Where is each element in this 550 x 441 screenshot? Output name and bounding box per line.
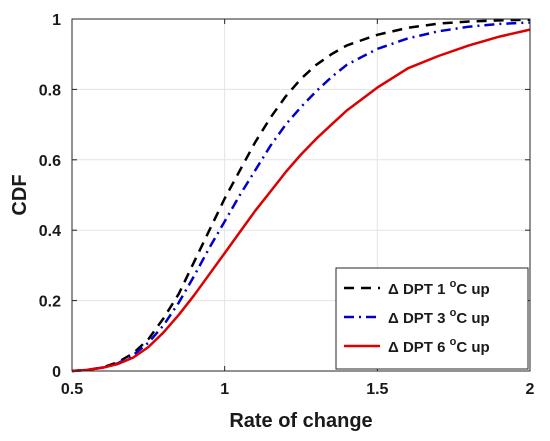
- legend-label-main-1: Δ DPT 1: [388, 281, 450, 298]
- series-line-1: [71, 18, 531, 373]
- y-tick-label-5: 1: [52, 12, 61, 29]
- y-tick-label-0: 0: [52, 364, 61, 381]
- y-tick-label-1: 0.2: [39, 294, 61, 311]
- legend-box: [335, 267, 529, 370]
- series-line-2: [71, 21, 531, 373]
- legend-label-main-3: Δ DPT 6: [388, 339, 450, 356]
- series-line-3: [71, 28, 531, 373]
- y-tick-label-3: 0.6: [39, 153, 61, 170]
- legend-label-2: Δ DPT 3 oC up: [388, 307, 490, 327]
- legend-label-tail-3: C up: [456, 339, 489, 356]
- x-tick-label-2: 1.5: [366, 381, 388, 398]
- legend-label-1: Δ DPT 1 oC up: [388, 278, 490, 298]
- x-tick-label-3: 2: [526, 381, 535, 398]
- legend-label-tail-2: C up: [456, 310, 489, 327]
- legend: Δ DPT 1 oC upΔ DPT 3 oC upΔ DPT 6 oC up: [335, 267, 529, 370]
- plot-frame: [71, 18, 531, 372]
- legend-label-main-2: Δ DPT 3: [388, 310, 450, 327]
- x-axis-title: Rate of change: [229, 410, 372, 432]
- tick-labels: 0.5 1 1.5 2 0 0.2 0.4 0.6 0.8 1: [39, 12, 535, 398]
- series-layer: [71, 18, 531, 373]
- x-tick-label-1: 1: [220, 381, 229, 398]
- legend-label-3: Δ DPT 6 oC up: [388, 336, 490, 356]
- legend-label-sup-2: o: [450, 307, 457, 319]
- y-tick-label-4: 0.8: [39, 82, 61, 99]
- y-axis-title: CDF: [9, 174, 31, 215]
- legend-label-tail-1: C up: [456, 281, 489, 298]
- x-tick-label-0: 0.5: [61, 381, 83, 398]
- y-tick-label-2: 0.4: [39, 223, 61, 240]
- legend-label-sup-1: o: [450, 278, 457, 290]
- legend-label-sup-3: o: [450, 336, 457, 348]
